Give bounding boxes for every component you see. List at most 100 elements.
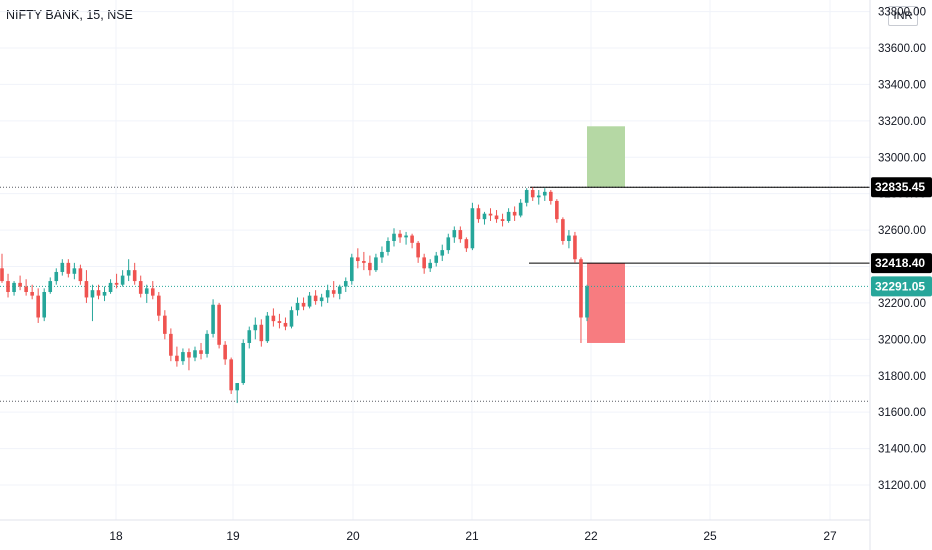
candle-body [132, 270, 137, 282]
candle-body [428, 262, 432, 269]
candle-body [205, 333, 209, 354]
candle-body [368, 262, 372, 271]
candle-body [416, 242, 420, 258]
candle-body [30, 291, 34, 296]
candle-body [0, 268, 4, 282]
price-tick-label: 33800.00 [878, 7, 926, 19]
reference-lines [0, 186, 870, 402]
candle-body [301, 302, 306, 307]
target-zone [587, 126, 625, 188]
candle-body [120, 275, 125, 285]
time-tick-label: 19 [226, 529, 240, 543]
candle-body [410, 235, 414, 243]
candle-body [283, 322, 288, 327]
candle-body [6, 281, 10, 292]
stop-zone [587, 263, 625, 343]
candle-body [72, 268, 77, 274]
candle-body [331, 290, 336, 294]
price-tick-label: 33200.00 [878, 116, 926, 128]
candle-body [96, 290, 101, 296]
candle-body [247, 330, 252, 343]
candle-body [440, 250, 445, 256]
candle-body [253, 324, 258, 331]
time-tick-label: 21 [465, 529, 479, 543]
candle-body [585, 286, 589, 318]
candle-body [482, 213, 487, 220]
candle-body [313, 295, 318, 302]
price-tick-label: 33000.00 [878, 152, 926, 164]
time-tick-label: 20 [346, 529, 360, 543]
candle-body [66, 262, 71, 274]
price-tick-label: 31800.00 [878, 371, 926, 383]
price-tick-label: 32000.00 [878, 334, 926, 346]
time-tick-label: 18 [109, 529, 123, 543]
candle-body [211, 304, 215, 334]
candle-body [144, 288, 149, 294]
candle-body [265, 315, 270, 342]
candle-body [536, 195, 541, 198]
price-axis[interactable]: 31200.00 31400.00 31600.00 31800.00 32000.00… [869, 0, 926, 550]
candle-body [150, 288, 155, 296]
candle-body [235, 383, 240, 391]
candle-body [518, 202, 523, 216]
time-tick-label: 27 [823, 529, 837, 543]
candle-body [319, 297, 324, 302]
candle-body [84, 281, 89, 298]
price-label-box [871, 253, 932, 274]
candle-body [223, 344, 227, 360]
candle-body [555, 200, 559, 220]
candle-body [386, 241, 390, 252]
price-label-box [871, 177, 932, 198]
candle-body [277, 321, 282, 323]
candle-body [542, 191, 547, 196]
candle-body [78, 268, 83, 282]
candle-body [229, 359, 233, 391]
position-zones [587, 126, 625, 343]
candle-body [217, 304, 221, 345]
price-labels: 32835.45 32418.40 32291.05 [871, 177, 932, 297]
candle-body [157, 295, 161, 316]
candle-body [199, 350, 203, 354]
candle-body [54, 271, 59, 282]
candle-body [446, 237, 451, 251]
candle-body [470, 208, 475, 249]
candle-body [48, 281, 53, 292]
candle-body [500, 219, 505, 221]
candle-body [356, 257, 360, 262]
candle-body [181, 352, 185, 362]
candle-body [374, 257, 378, 271]
candle-body [567, 235, 571, 242]
candle-body [289, 310, 294, 327]
time-axis[interactable]: 18 19 20 21 22 25 27 [0, 519, 870, 543]
candle-body [36, 295, 40, 318]
candle-body [362, 261, 366, 263]
candle-body [126, 270, 131, 276]
currency-button[interactable]: INR [888, 6, 918, 26]
candle-body [108, 282, 113, 292]
candle-body [512, 211, 517, 216]
candle-body [90, 290, 95, 298]
candle-body [404, 235, 408, 238]
price-tick-label: 32200.00 [878, 298, 926, 310]
candle-body [60, 262, 65, 272]
candle-body [343, 281, 348, 287]
candle-body [380, 251, 384, 258]
candle-body [175, 355, 179, 362]
candle-body [561, 219, 565, 242]
price-tick-label: 31200.00 [878, 480, 926, 492]
price-tick-label: 33400.00 [878, 79, 926, 91]
candle-body [193, 350, 197, 358]
price-label-text: 32835.45 [875, 180, 925, 194]
candle-body [506, 211, 511, 221]
time-tick-label: 22 [584, 529, 598, 543]
price-tick-label: 32600.00 [878, 225, 926, 237]
candle-body [295, 302, 300, 311]
candle-body [458, 230, 463, 240]
candle-body [464, 239, 469, 249]
candle-body [24, 286, 28, 292]
candle-body [18, 282, 22, 287]
candle-body [476, 208, 481, 220]
candle-body [259, 324, 264, 342]
candle-body [102, 291, 107, 296]
